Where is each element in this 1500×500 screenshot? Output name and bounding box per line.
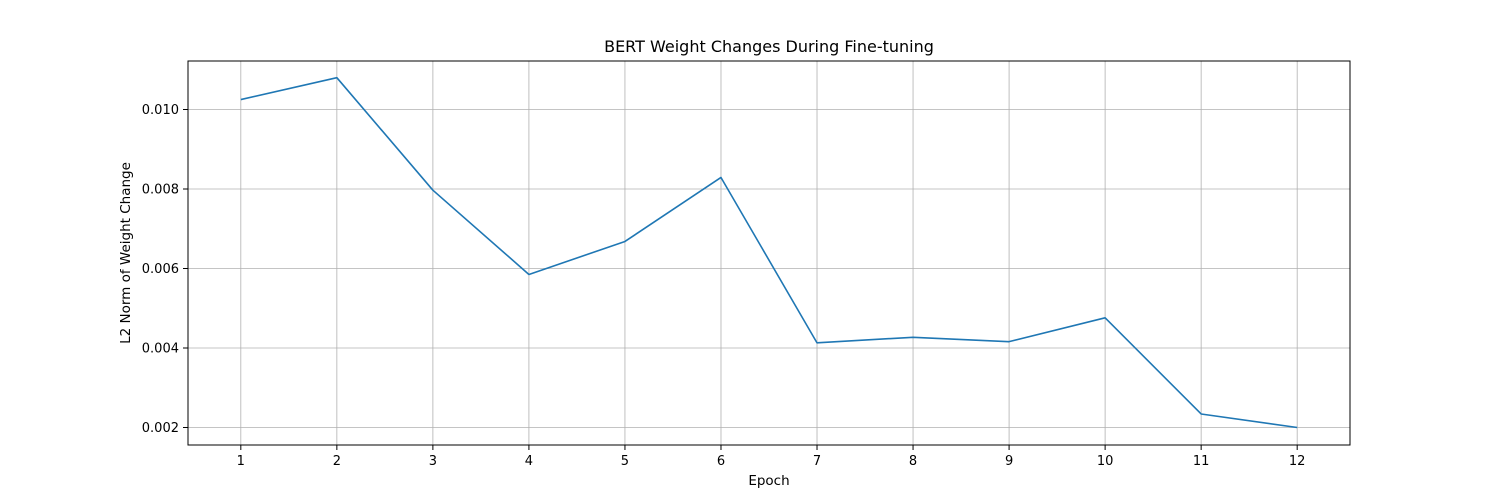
y-tick-label: 0.004 [142,342,179,357]
x-tick-label: 11 [1193,454,1210,469]
x-tick-label: 8 [909,454,917,469]
y-tick-label: 0.002 [142,421,179,436]
x-tick-label: 1 [237,454,245,469]
y-axis-label: L2 Norm of Weight Change [118,162,134,344]
series-layer [240,76,1298,429]
x-tick-label: 6 [717,454,725,469]
y-tick-label: 0.006 [142,262,179,277]
x-tick-label: 10 [1097,454,1114,469]
x-tick-label: 2 [333,454,341,469]
x-tick-label: 12 [1289,454,1306,469]
x-tick-label: 3 [429,454,437,469]
x-tick-label: 7 [813,454,821,469]
x-tick-label: 4 [525,454,533,469]
y-tick-label: 0.008 [142,183,179,198]
x-tick-label: 5 [621,454,629,469]
grid-layer [188,61,1350,445]
y-tick-label: 0.010 [142,103,179,118]
x-axis-label: Epoch [748,473,789,489]
plot-frame [187,60,1351,446]
series-line [240,76,1298,429]
chart-title: BERT Weight Changes During Fine-tuning [604,37,934,56]
x-tick-label: 9 [1005,454,1013,469]
